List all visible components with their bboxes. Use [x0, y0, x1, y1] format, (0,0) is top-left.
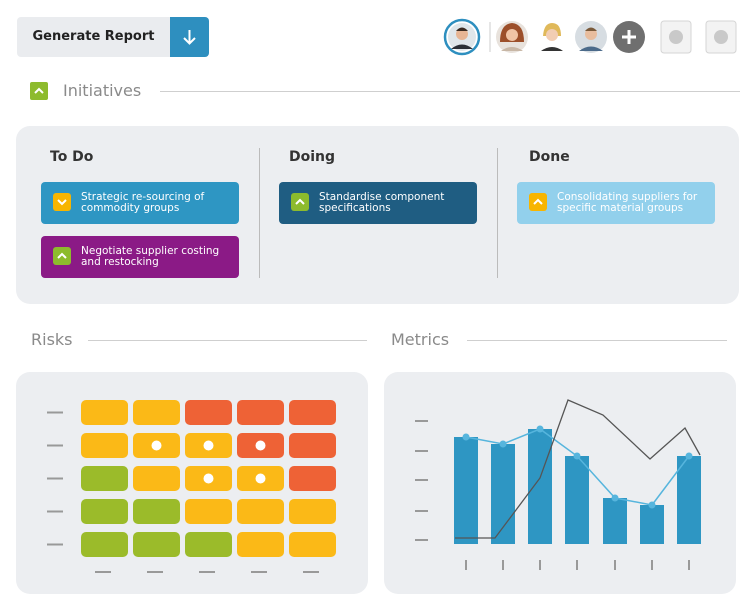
risk-cell — [185, 532, 232, 557]
download-icon — [183, 30, 196, 45]
generate-report-button[interactable]: Generate Report — [17, 17, 170, 57]
risk-cell — [133, 466, 180, 491]
risk-cell — [133, 499, 180, 524]
task-card[interactable]: Strategic re-sourcing of commodity groups — [41, 182, 239, 224]
status-icon — [529, 193, 547, 211]
risk-marker — [203, 440, 214, 451]
card-text: Strategic re-sourcing of — [81, 191, 205, 203]
divider — [88, 340, 367, 341]
risk-cell — [289, 466, 336, 491]
task-card[interactable]: Negotiate supplier costing and restocking — [41, 236, 239, 278]
risk-cell — [81, 433, 128, 458]
risk-cell — [185, 400, 232, 425]
risk-marker — [203, 473, 214, 484]
risk-marker — [151, 440, 162, 451]
divider — [160, 91, 740, 92]
risk-cell — [237, 532, 284, 557]
toggle-button[interactable] — [705, 20, 737, 54]
column-title: To Do — [50, 149, 94, 165]
risk-cell — [81, 532, 128, 557]
download-button[interactable] — [170, 17, 209, 57]
card-text: Negotiate supplier costing — [81, 245, 220, 257]
risk-cell — [289, 400, 336, 425]
avatar[interactable] — [536, 21, 568, 53]
risk-marker — [255, 473, 266, 484]
toggle-button[interactable] — [660, 20, 692, 54]
trend-points — [462, 425, 693, 509]
status-icon — [291, 193, 309, 211]
collapse-icon[interactable] — [30, 82, 48, 100]
status-icon — [53, 247, 71, 265]
card-text: specific material groups — [557, 202, 684, 214]
card-text: Consolidating suppliers for — [557, 191, 698, 203]
avatar[interactable] — [443, 18, 481, 56]
risk-cell — [81, 466, 128, 491]
column-divider — [259, 148, 260, 278]
risk-cell — [289, 433, 336, 458]
task-card[interactable]: Standardise component specifications — [279, 182, 477, 224]
bars — [454, 429, 701, 544]
section-title: Initiatives — [63, 81, 142, 100]
section-title: Metrics — [391, 330, 450, 349]
card-text: and restocking — [81, 256, 159, 268]
risk-cell — [185, 499, 232, 524]
section-title: Risks — [31, 330, 73, 349]
avatar[interactable] — [496, 21, 528, 53]
metrics-chart — [415, 399, 701, 570]
risk-cell — [289, 532, 336, 557]
risk-marker — [255, 440, 266, 451]
add-user-button[interactable] — [613, 21, 645, 53]
risk-heatmap — [47, 400, 336, 573]
column-title: Doing — [289, 149, 336, 165]
column-divider — [497, 148, 498, 278]
divider — [467, 340, 727, 341]
card-text: commodity groups — [81, 202, 180, 214]
risk-cell — [289, 499, 336, 524]
risk-cell — [133, 400, 180, 425]
card-text: Standardise component — [319, 191, 445, 203]
column-title: Done — [529, 149, 570, 165]
comparison-line — [455, 399, 701, 539]
risk-cell — [237, 400, 284, 425]
risk-cell — [81, 499, 128, 524]
card-text: specifications — [319, 202, 391, 214]
avatar[interactable] — [575, 21, 607, 53]
status-icon — [53, 193, 71, 211]
avatars — [443, 18, 737, 56]
risk-cell — [81, 400, 128, 425]
axis-dashes — [415, 420, 690, 570]
risk-cell — [133, 532, 180, 557]
task-card[interactable]: Consolidating suppliers for specific mate… — [517, 182, 715, 224]
risk-cell — [237, 499, 284, 524]
